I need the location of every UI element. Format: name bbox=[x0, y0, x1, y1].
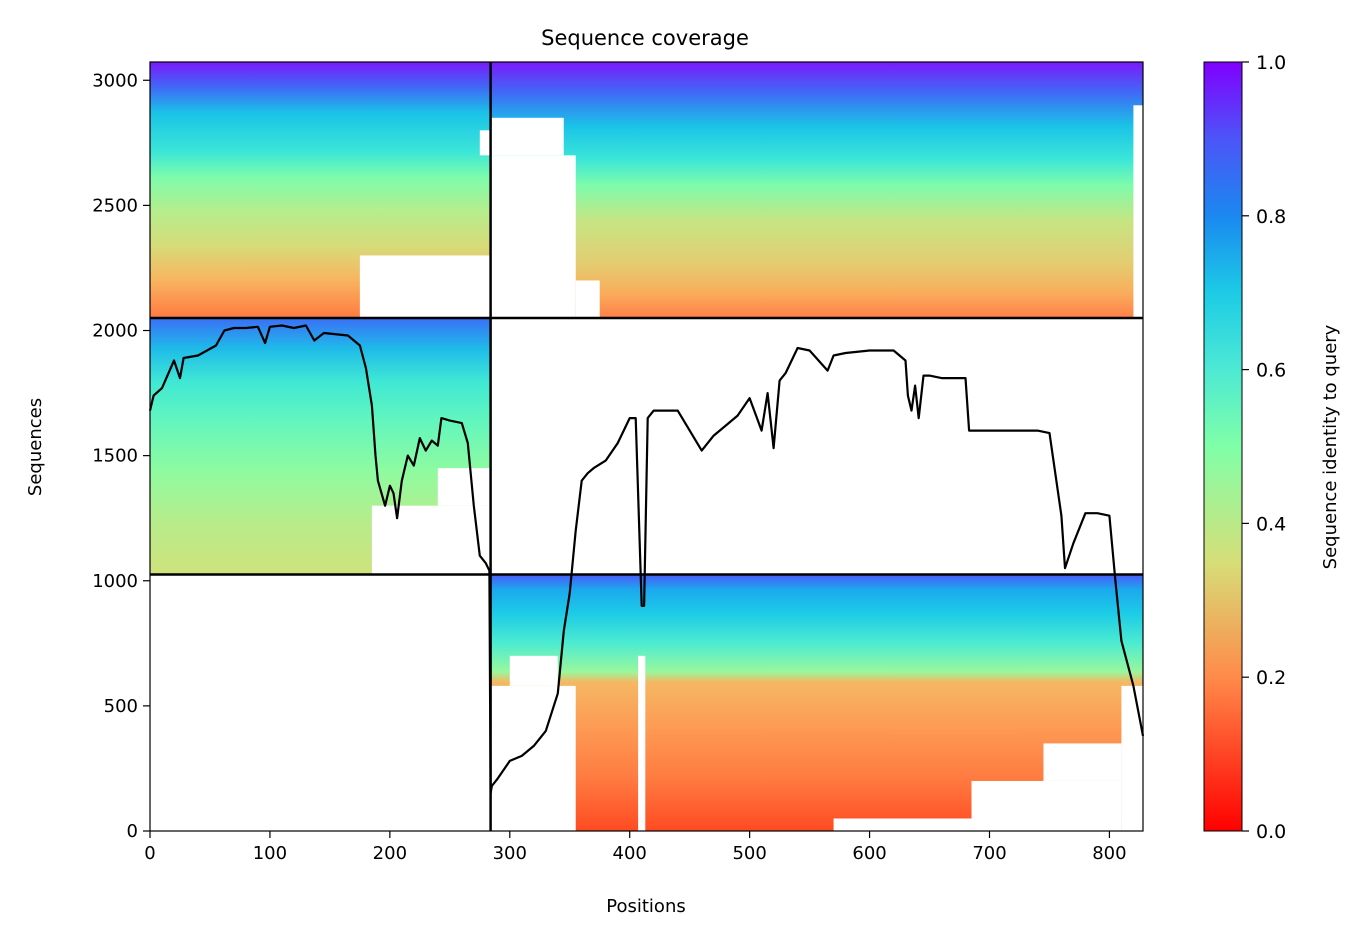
coverage-gap-0 bbox=[490, 155, 576, 318]
colorbar-tick-label-0.2: 0.2 bbox=[1256, 667, 1286, 689]
y-tick-label-500: 500 bbox=[104, 696, 138, 717]
y-tick-label-2000: 2000 bbox=[92, 321, 138, 342]
coverage-gap-8 bbox=[490, 685, 576, 831]
x-axis-label: Positions bbox=[606, 896, 685, 917]
colorbar-tick-label-0.4: 0.4 bbox=[1256, 513, 1286, 535]
colorbar-tick-label-1.0: 1.0 bbox=[1256, 52, 1286, 74]
coverage-gap-2 bbox=[575, 280, 600, 318]
coverage-line-layer bbox=[148, 324, 1145, 795]
y-tick-label-3000: 3000 bbox=[92, 70, 138, 91]
colorbar bbox=[1203, 61, 1243, 832]
x-tick-label-100: 100 bbox=[253, 843, 287, 864]
x-tick-label-500: 500 bbox=[732, 843, 766, 864]
x-tick-label-800: 800 bbox=[1092, 843, 1126, 864]
coverage-gap-5 bbox=[479, 130, 491, 156]
coverage-gap-9 bbox=[509, 655, 558, 686]
x-tick-label-700: 700 bbox=[972, 843, 1006, 864]
coverage-gap-4 bbox=[359, 255, 491, 318]
colorbar-tick-label-0.0: 0.0 bbox=[1256, 821, 1286, 843]
coverage-gap-6 bbox=[371, 505, 491, 575]
y-tick-label-0: 0 bbox=[127, 821, 138, 842]
coverage-heatmap bbox=[150, 62, 1143, 831]
coverage-gap-11 bbox=[971, 780, 1122, 831]
y-tick-label-2500: 2500 bbox=[92, 195, 138, 216]
coverage-gap-12 bbox=[1043, 743, 1122, 781]
x-tick-label-300: 300 bbox=[493, 843, 527, 864]
x-tick-label-0: 0 bbox=[144, 843, 155, 864]
chart-title: Sequence coverage bbox=[541, 26, 749, 50]
colorbar-ticks: 0.0 0.2 0.4 0.6 0.8 1.0 bbox=[1242, 52, 1286, 843]
y-tick-label-1000: 1000 bbox=[92, 571, 138, 592]
coverage-gap-1 bbox=[490, 117, 564, 156]
coverage-gap-13 bbox=[833, 818, 972, 831]
chain-boundaries bbox=[150, 62, 1143, 831]
x-tick-label-200: 200 bbox=[373, 843, 407, 864]
colorbar-tick-label-0.8: 0.8 bbox=[1256, 206, 1286, 228]
y-tick-label-1500: 1500 bbox=[92, 446, 138, 467]
coverage-gap-7 bbox=[437, 468, 491, 506]
coverage-gap-14 bbox=[638, 655, 646, 831]
coverage-gap-3 bbox=[1133, 105, 1143, 318]
x-tick-label-400: 400 bbox=[613, 843, 647, 864]
x-axis-ticks: 0 100 200 300 400 500 600 700 800 bbox=[144, 831, 1127, 864]
colorbar-label: Sequence identity to query bbox=[1320, 324, 1341, 569]
colorbar-tick-label-0.6: 0.6 bbox=[1256, 360, 1286, 382]
y-axis-ticks: 0 500 1000 1500 2000 2500 3000 bbox=[92, 70, 150, 842]
plot-frame bbox=[149, 61, 1144, 832]
heatmap-block-1 bbox=[490, 62, 1143, 318]
coverage-line bbox=[148, 324, 1145, 795]
coverage-gap-10 bbox=[1121, 685, 1143, 831]
x-tick-label-600: 600 bbox=[852, 843, 886, 864]
y-axis-label: Sequences bbox=[25, 398, 46, 496]
